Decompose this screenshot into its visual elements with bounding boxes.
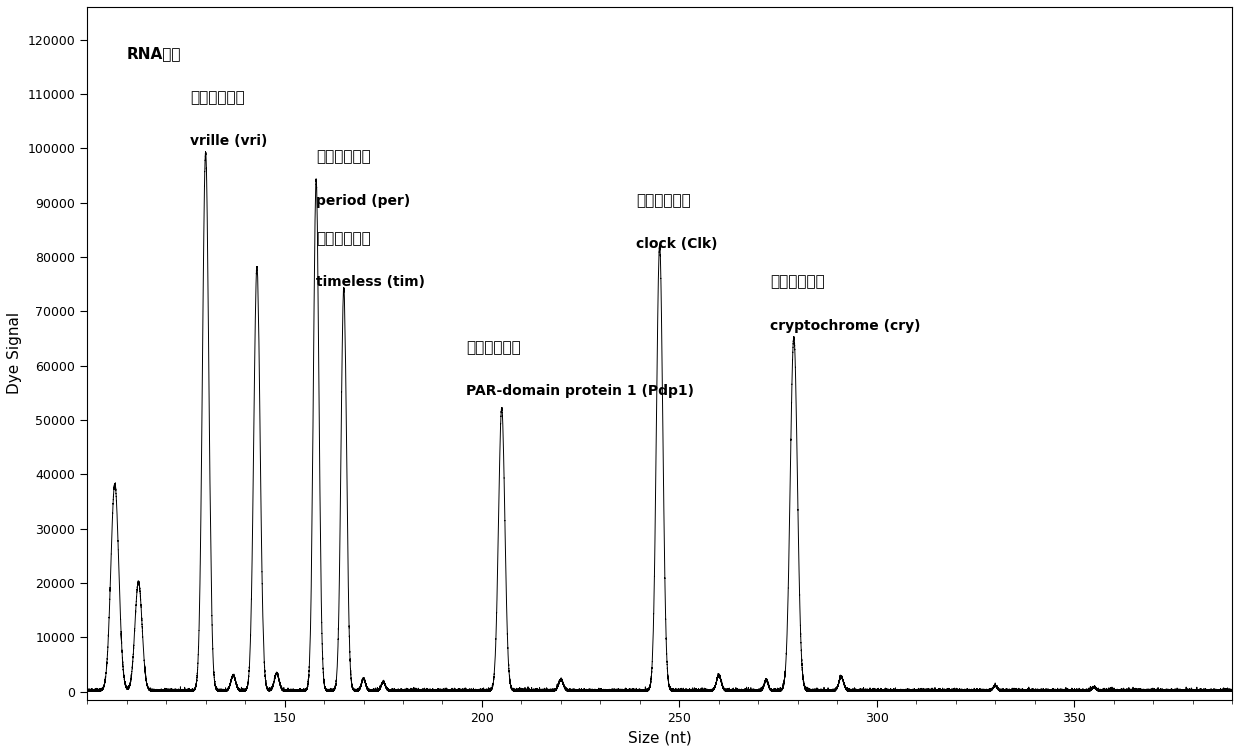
X-axis label: Size (nt): Size (nt)	[628, 730, 691, 745]
Text: 黑腹果螠基因: 黑腹果螠基因	[636, 193, 690, 208]
Text: clock (Clk): clock (Clk)	[636, 238, 717, 251]
Text: PAR-domain protein 1 (Pdp1): PAR-domain protein 1 (Pdp1)	[466, 384, 694, 398]
Text: vrille (vri): vrille (vri)	[190, 134, 268, 148]
Text: RNA内参: RNA内参	[126, 47, 181, 61]
Text: 黑腹果螠基因: 黑腹果螠基因	[316, 150, 370, 165]
Text: 黑腹果螠基因: 黑腹果螠基因	[771, 274, 825, 290]
Text: 黑腹果螠基因: 黑腹果螠基因	[466, 340, 520, 355]
Text: cryptochrome (cry): cryptochrome (cry)	[771, 319, 921, 333]
Text: 黑腹果螠基因: 黑腹果螠基因	[316, 231, 370, 246]
Y-axis label: Dye Signal: Dye Signal	[7, 312, 22, 394]
Text: timeless (tim): timeless (tim)	[316, 275, 425, 290]
Text: 黑腹果螠基因: 黑腹果螠基因	[190, 89, 244, 105]
Text: period (per): period (per)	[316, 194, 410, 208]
